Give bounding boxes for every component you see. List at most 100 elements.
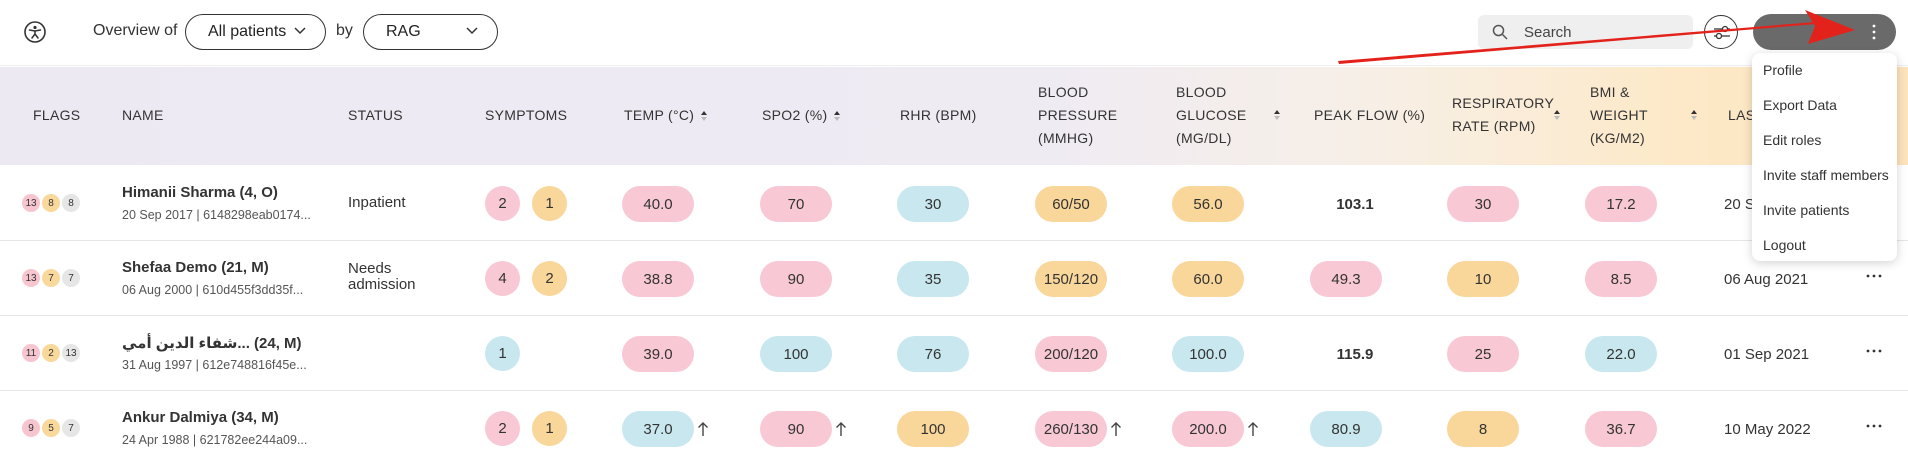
menu-item-invite-staff[interactable]: Invite staff members	[1763, 167, 1889, 183]
header-bp-line-1: BLOOD	[1038, 84, 1089, 100]
table-row[interactable]: 9 5 7 Ankur Dalmiya (34, M) 24 Apr 1988 …	[0, 391, 1908, 462]
temp-value: 40.0	[622, 186, 694, 222]
search-input[interactable]	[1514, 15, 1684, 49]
menu-item-export-data[interactable]: Export Data	[1763, 97, 1837, 113]
patient-name[interactable]: Ankur Dalmiya (34, M)	[122, 409, 279, 426]
patient-status: Needs admission	[348, 261, 416, 293]
more-vertical-icon	[1872, 24, 1876, 40]
symptom-count-blue: 1	[485, 336, 520, 371]
sort-icon[interactable]	[833, 110, 841, 122]
menu-item-logout[interactable]: Logout	[1763, 237, 1806, 253]
header-bg-line-3: (MG/DL)	[1176, 130, 1232, 146]
group-by-select-value: RAG	[386, 23, 421, 40]
temp-value: 38.8	[622, 261, 694, 297]
header-status[interactable]: STATUS	[348, 107, 403, 123]
overview-label: Overview of	[93, 22, 178, 39]
rhr-value: 30	[897, 186, 969, 222]
header-bmi-line-1: BMI &	[1590, 84, 1630, 100]
header-spo2[interactable]: SPO2 (%)	[762, 104, 841, 127]
group-by-select[interactable]: RAG	[363, 14, 498, 50]
patient-name[interactable]: Shefaa Demo (21, M)	[122, 259, 269, 276]
header-bmi-line-2: WEIGHT	[1590, 107, 1648, 123]
patient-status: Inpatient	[348, 195, 406, 211]
flag-amber-count: 5	[42, 419, 60, 437]
symptom-count-red: 2	[485, 411, 520, 446]
symptom-count-amber: 2	[532, 261, 567, 296]
header-rhr[interactable]: RHR (BPM)	[900, 107, 977, 123]
symptom-count-amber: 1	[532, 411, 567, 446]
sort-icon[interactable]	[700, 110, 708, 122]
row-more-icon[interactable]	[1866, 424, 1882, 428]
flag-red-count: 11	[22, 344, 40, 362]
glucose-value: 100.0	[1172, 336, 1244, 372]
peak-flow-value: 80.9	[1310, 411, 1382, 447]
bp-value: 150/120	[1035, 261, 1107, 297]
row-more-icon[interactable]	[1866, 274, 1882, 278]
flag-counts: 9 5 7	[22, 419, 82, 437]
patient-name[interactable]: Himanii Sharma (4, O)	[122, 184, 278, 201]
glucose-value: 200.0	[1172, 411, 1244, 447]
bp-value: 60/50	[1035, 186, 1107, 222]
trend-up-icon	[1111, 422, 1121, 436]
header-bg-line-2: GLUCOSE	[1176, 107, 1247, 123]
by-label: by	[336, 22, 353, 39]
header-peak-flow[interactable]: PEAK FLOW (%)	[1314, 107, 1426, 123]
bmi-value: 22.0	[1585, 336, 1657, 372]
header-temp[interactable]: TEMP (°C)	[624, 104, 708, 127]
spo2-value: 90	[760, 261, 832, 297]
filter-button[interactable]	[1704, 15, 1738, 49]
header-symptoms[interactable]: SYMPTOMS	[485, 107, 568, 123]
header-last-reading[interactable]: LAS	[1728, 107, 1756, 123]
chevron-down-icon	[294, 27, 306, 35]
patients-select[interactable]: All patients	[185, 14, 326, 50]
header-name[interactable]: NAME	[122, 107, 164, 123]
last-reading-date: 10 May 2022	[1724, 421, 1811, 438]
table-row[interactable]: 13 8 8 Himanii Sharma (4, O) 20 Sep 2017…	[0, 166, 1908, 241]
trend-up-icon	[1248, 422, 1258, 436]
header-blood-pressure[interactable]: BLOOD PRESSURE (MMHG)	[1038, 81, 1117, 150]
flag-amber-count: 2	[42, 344, 60, 362]
sliders-icon	[1714, 25, 1730, 40]
patient-dob-id: 06 Aug 2000 | 610d455f3dd35f...	[122, 283, 304, 297]
flag-red-count: 13	[22, 269, 40, 287]
patient-name[interactable]: شفاء الدين أمي... (24, M)	[122, 335, 302, 352]
rhr-value: 100	[897, 411, 969, 447]
last-reading-date: 20 S	[1724, 196, 1755, 213]
sort-icon[interactable]	[1690, 109, 1698, 121]
header-respiratory-rate[interactable]: RESPIRATORY RATE (RPM)	[1452, 92, 1554, 138]
patient-dob-id: 20 Sep 2017 | 6148298eab0174...	[122, 208, 311, 222]
flag-green-count: 8	[62, 194, 80, 212]
account-dropdown-menu: Profile Export Data Edit roles Invite st…	[1752, 53, 1897, 261]
account-menu-button[interactable]	[1753, 14, 1896, 50]
header-bmi-weight[interactable]: BMI & WEIGHT (KG/M2)	[1590, 81, 1648, 150]
table-row[interactable]: 11 2 13 شفاء الدين أمي... (24, M) 31 Aug…	[0, 316, 1908, 391]
table-row[interactable]: 13 7 7 Shefaa Demo (21, M) 06 Aug 2000 |…	[0, 241, 1908, 316]
menu-item-invite-patients[interactable]: Invite patients	[1763, 202, 1850, 218]
symptom-count-amber: 1	[532, 186, 567, 221]
bmi-value: 36.7	[1585, 411, 1657, 447]
peak-flow-value: 115.9	[1336, 346, 1374, 363]
row-more-icon[interactable]	[1866, 349, 1882, 353]
flag-amber-count: 7	[42, 269, 60, 287]
sort-icon[interactable]	[1273, 109, 1281, 121]
flag-counts: 13 8 8	[22, 194, 82, 212]
respiratory-rate-value: 8	[1447, 411, 1519, 447]
header-blood-glucose[interactable]: BLOOD GLUCOSE (MG/DL)	[1176, 81, 1247, 150]
table-header: FLAGS NAME STATUS SYMPTOMS TEMP (°C) SPO…	[0, 67, 1908, 165]
sort-icon[interactable]	[1553, 109, 1561, 121]
menu-item-profile[interactable]: Profile	[1763, 62, 1803, 78]
search-icon	[1492, 24, 1508, 40]
patients-select-value: All patients	[208, 23, 287, 40]
menu-item-edit-roles[interactable]: Edit roles	[1763, 132, 1822, 148]
flag-green-count: 13	[62, 344, 80, 362]
rhr-value: 76	[897, 336, 969, 372]
temp-value: 39.0	[622, 336, 694, 372]
accessibility-icon[interactable]	[24, 21, 46, 43]
flag-green-count: 7	[62, 269, 80, 287]
symptom-count-red: 2	[485, 186, 520, 221]
respiratory-rate-value: 25	[1447, 336, 1519, 372]
flag-green-count: 7	[62, 419, 80, 437]
header-spo2-label: SPO2 (%)	[762, 107, 828, 123]
spo2-value: 90	[760, 411, 832, 447]
glucose-value: 60.0	[1172, 261, 1244, 297]
